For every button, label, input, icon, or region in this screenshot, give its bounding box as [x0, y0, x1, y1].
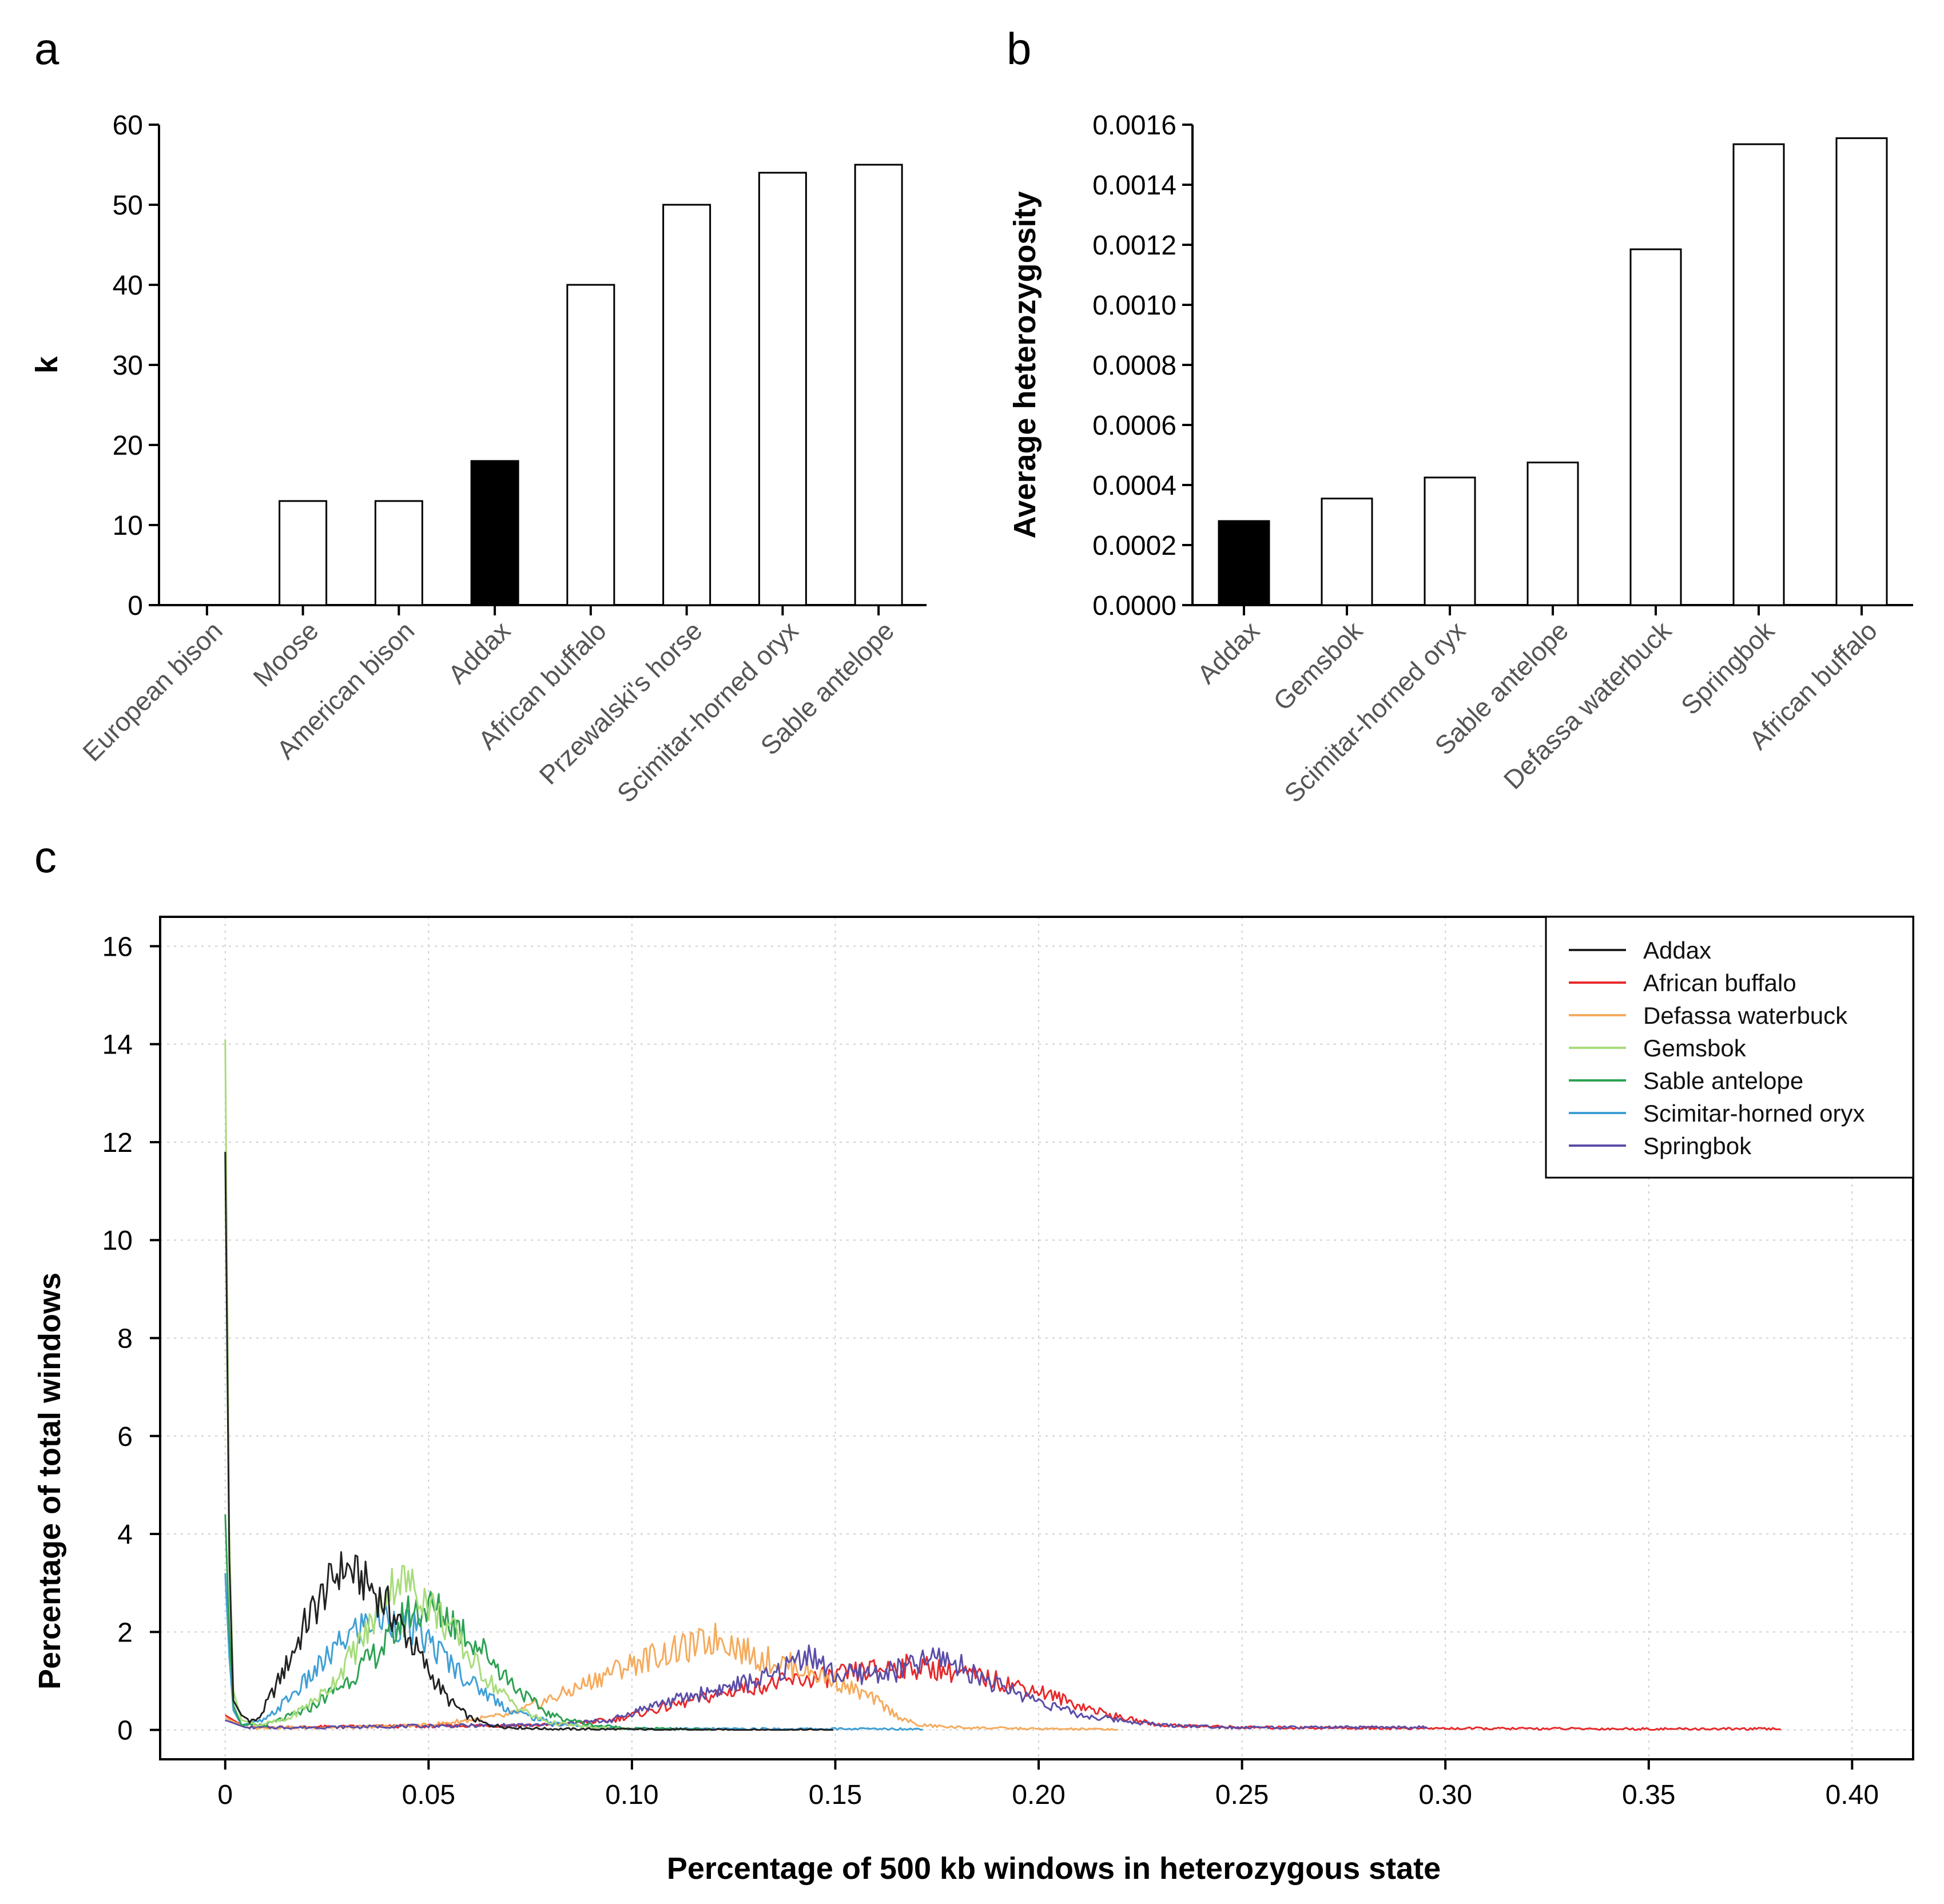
c-x-tick-label: 0.30 — [1418, 1780, 1472, 1810]
panel-a-letter: a — [34, 23, 59, 74]
panel-b-bar-chart: 0.0000 0.0002 0.0004 0.0006 0.0008 0.0010 0.00… — [1008, 110, 1913, 808]
c-y-tick-label: 14 — [102, 1030, 133, 1060]
b-y-tick-label: 0.0006 — [1092, 411, 1176, 441]
b-category-label: Springbok — [1675, 615, 1780, 721]
c-x-tick-label: 0.05 — [402, 1780, 455, 1810]
b-category-label: Defassa waterbuck — [1498, 615, 1677, 795]
a-category-label: European bison — [77, 615, 228, 767]
a-bar-american-bison — [374, 500, 423, 606]
a-y-tick-label: 30 — [113, 351, 143, 381]
c-series-line-scimitar-horned-oryx — [224, 1573, 923, 1731]
c-y-tick-label: 6 — [117, 1422, 133, 1452]
c-legend-label: Gemsbok — [1643, 1035, 1747, 1062]
c-legend-label: Addax — [1643, 937, 1711, 964]
b-bar-scimitar-horned-oryx — [1424, 476, 1476, 606]
a-category-label: Scimitar-horned oryx — [611, 615, 804, 808]
a-y-tick-label: 10 — [113, 511, 143, 541]
b-bar-gemsbok — [1321, 498, 1373, 606]
b-y-tick-label: 0.0016 — [1092, 110, 1176, 141]
c-series-line-gemsbok — [224, 1039, 630, 1731]
b-bar-sable-antelope — [1526, 462, 1579, 606]
panel-c-legend: Addax African buffalo Defassa waterbuck Gem… — [1545, 916, 1914, 1179]
a-category-label: Addax — [442, 615, 516, 689]
c-x-tick-label: 0.20 — [1012, 1780, 1065, 1810]
c-y-tick-label: 2 — [117, 1617, 133, 1648]
c-y-tick-label: 0 — [117, 1716, 133, 1746]
panel-a-bar-chart: 0 10 20 30 40 50 60 European bison MooseAmerica… — [30, 110, 927, 808]
c-y-tick-label: 10 — [102, 1226, 133, 1256]
panel-b-bars — [1218, 137, 1888, 606]
panel-c-y-axis-title: Percentage of total windows — [33, 1273, 67, 1690]
a-bar-scimitar-horned-oryx — [758, 172, 807, 606]
c-x-tick-label: 0 — [217, 1780, 233, 1810]
b-bar-defassa-waterbuck — [1629, 248, 1682, 606]
b-bar-springbok — [1732, 143, 1785, 606]
c-series-line-addax — [224, 1152, 833, 1731]
c-legend-label: Defassa waterbuck — [1643, 1002, 1848, 1029]
a-bar-przewalski-s-horse — [662, 204, 711, 606]
a-category-label: Moose — [247, 615, 324, 692]
panel-c-line-chart: 0 0.05 0.10 0.15 0.20 0.25 0.30 0.35 0.40 0 2 4 6 8 10… — [33, 916, 1914, 1886]
c-legend-label: Sable antelope — [1643, 1067, 1803, 1094]
a-y-tick-label: 20 — [113, 431, 143, 461]
b-y-tick-label: 0.0014 — [1092, 170, 1176, 201]
c-legend-label: Scimitar-horned oryx — [1643, 1100, 1865, 1127]
panel-b-y-axis-title: Average heterozygosity — [1008, 191, 1042, 538]
c-series-line-springbok — [225, 1644, 1428, 1730]
b-category-label: Scimitar-horned oryx — [1278, 615, 1471, 808]
b-category-label: Gemsbok — [1267, 615, 1369, 717]
b-y-tick-label: 0.0000 — [1092, 591, 1176, 621]
a-bar-sable-antelope — [854, 164, 903, 606]
panel-c-letter: c — [34, 832, 57, 882]
b-category-label: Addax — [1191, 615, 1265, 689]
panel-a-bars — [279, 164, 903, 606]
a-y-tick-label: 50 — [113, 190, 143, 221]
b-y-tick-label: 0.0002 — [1092, 531, 1176, 561]
c-x-tick-label: 0.10 — [605, 1780, 658, 1810]
a-bar-moose — [279, 500, 328, 606]
panel-a-y-axis-title: k — [30, 356, 64, 373]
panel-c-series-lines — [224, 1039, 1782, 1731]
c-legend-label: African buffalo — [1643, 969, 1796, 996]
panel-a-axes: 0 10 20 30 40 50 60 — [113, 110, 927, 621]
b-y-tick-label: 0.0008 — [1092, 351, 1176, 381]
c-x-tick-label: 0.25 — [1215, 1780, 1269, 1810]
a-bar-addax — [470, 460, 519, 606]
a-y-tick-label: 40 — [113, 271, 143, 301]
c-x-tick-label: 0.15 — [809, 1780, 862, 1810]
a-category-label: Przewalski's horse — [534, 615, 708, 790]
c-x-tick-label: 0.35 — [1622, 1780, 1675, 1810]
b-bar-african-buffalo — [1835, 137, 1888, 606]
a-y-tick-label: 0 — [128, 591, 143, 621]
panel-c-ticks: 0 0.05 0.10 0.15 0.20 0.25 0.30 0.35 0.40 0 2 4 6 8 10… — [102, 932, 1879, 1810]
panel-b-letter: b — [1007, 23, 1031, 74]
panel-c-x-axis-title: Percentage of 500 kb windows in heterozy… — [667, 1851, 1441, 1886]
c-x-tick-label: 0.40 — [1826, 1780, 1879, 1810]
c-y-tick-label: 4 — [117, 1520, 133, 1550]
b-y-tick-label: 0.0010 — [1092, 291, 1176, 321]
c-series-line-sable-antelope — [224, 1514, 712, 1731]
c-legend-label: Springbok — [1643, 1132, 1752, 1159]
c-y-tick-label: 16 — [102, 932, 133, 962]
b-y-tick-label: 0.0004 — [1092, 471, 1176, 501]
a-bar-african-buffalo — [566, 284, 615, 606]
b-y-tick-label: 0.0012 — [1092, 230, 1176, 261]
a-y-tick-label: 60 — [113, 110, 143, 141]
b-bar-addax — [1218, 520, 1270, 606]
c-y-tick-label: 12 — [102, 1128, 133, 1158]
panel-b-axes: 0.0000 0.0002 0.0004 0.0006 0.0008 0.0010 0.00… — [1092, 110, 1913, 621]
c-y-tick-label: 8 — [117, 1324, 133, 1354]
